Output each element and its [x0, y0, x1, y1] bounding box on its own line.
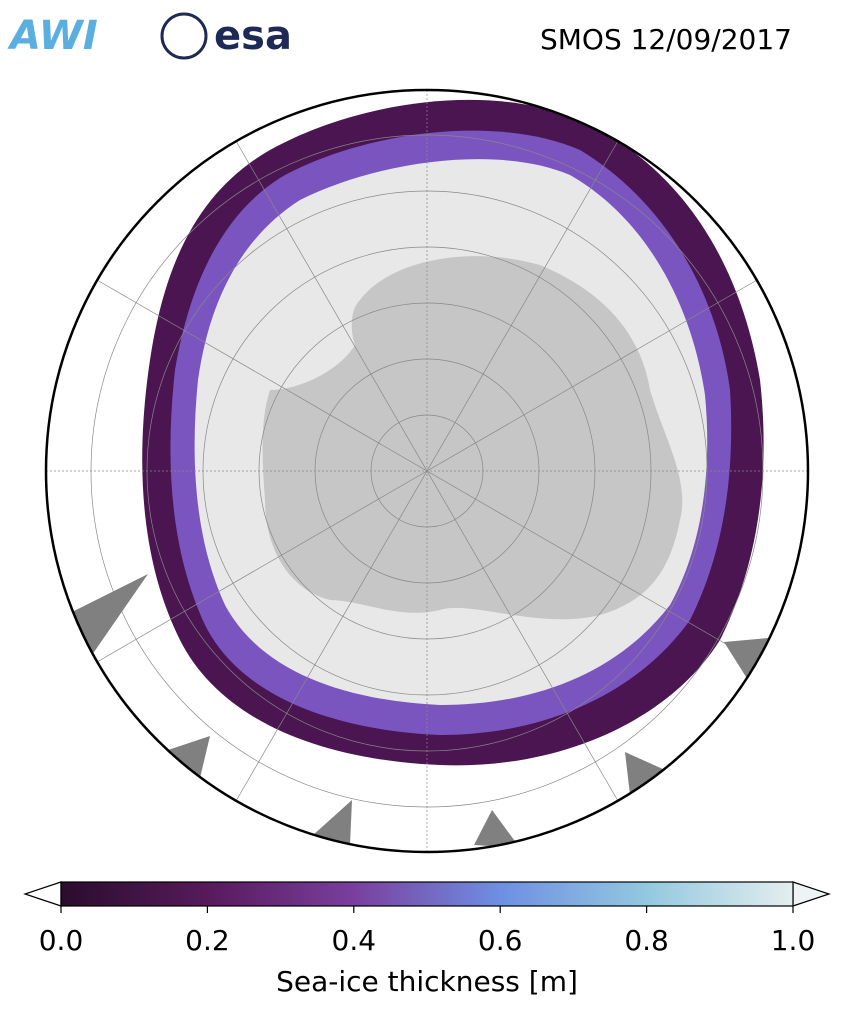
- colorbar-label: Sea-ice thickness [m]: [276, 965, 578, 998]
- awi-logo: AWI: [7, 13, 98, 59]
- esa-logo: esa: [214, 13, 292, 59]
- map: [46, 90, 808, 852]
- colorbar: Sea-ice thickness [m] 0.0 0.2 0.4 0.6 0.8 1.0: [23, 881, 831, 998]
- tick-label: 0.2: [185, 924, 230, 957]
- esa-logo-mark: [160, 12, 208, 60]
- tick-label: 1.0: [771, 924, 816, 957]
- tick-label: 0.8: [624, 924, 669, 957]
- tick-label: 0.0: [39, 924, 84, 957]
- colorbar-under: [23, 881, 62, 907]
- map-frame: [44, 88, 810, 854]
- colorbar-ramp: [60, 881, 794, 907]
- title: SMOS 12/09/2017: [540, 23, 792, 56]
- out-of-range: [72, 574, 768, 848]
- graticule: [46, 90, 808, 852]
- colorbar-over: [792, 881, 831, 907]
- tick-label: 0.6: [478, 924, 523, 957]
- tick-label: 0.4: [332, 924, 377, 957]
